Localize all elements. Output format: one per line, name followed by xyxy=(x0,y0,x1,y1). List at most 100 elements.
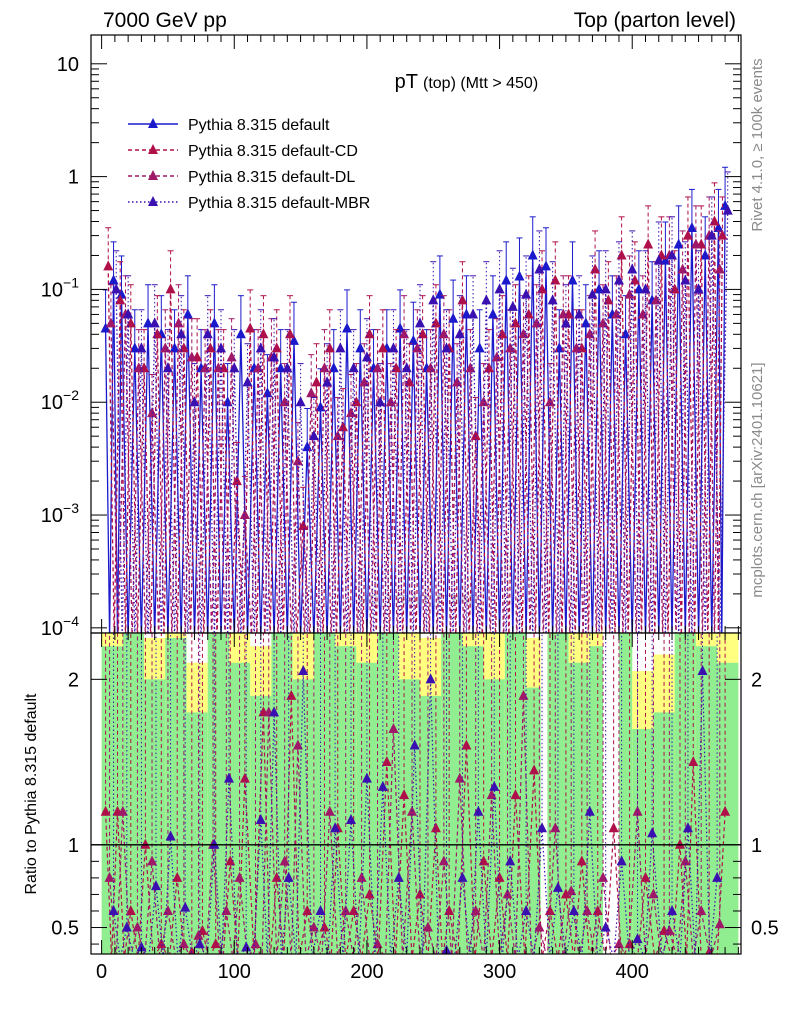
ratio-marker-cd xyxy=(688,756,699,767)
y-tick-label: 10−3 xyxy=(41,500,79,527)
main-x-axis xyxy=(101,35,739,633)
marker-cd xyxy=(311,376,322,387)
ratio-marker-cd xyxy=(705,946,713,954)
marker-mbr xyxy=(627,263,638,274)
marker-dl xyxy=(571,342,582,353)
marker-default xyxy=(129,342,140,353)
marker-cd xyxy=(603,294,614,305)
legend-label-cd: Pythia 8.315 default-CD xyxy=(188,143,358,160)
marker-mbr xyxy=(136,342,147,353)
marker-dl xyxy=(279,396,290,407)
ratio-marker-cd xyxy=(172,871,183,882)
header-left: 7000 GeV pp xyxy=(103,9,227,32)
marker-mbr xyxy=(401,362,412,373)
ratio-marker-cd xyxy=(544,904,555,915)
marker-mbr xyxy=(361,351,372,362)
marker-default xyxy=(673,238,684,249)
ratio-marker-mbr xyxy=(377,780,388,791)
ratio-marker-mbr xyxy=(521,904,532,915)
marker-cd xyxy=(430,317,441,328)
ratio-marker-cd xyxy=(381,756,392,767)
marker-dl xyxy=(332,430,343,441)
ratio-marker-dl xyxy=(550,822,561,833)
x-tick-label: 0 xyxy=(96,961,107,983)
ratio-marker-mbr xyxy=(682,822,693,833)
marker-mbr xyxy=(216,342,226,353)
ratio-marker-dl xyxy=(613,938,624,949)
ratio-marker-cd xyxy=(399,789,410,800)
ratio-marker-cd xyxy=(319,921,330,932)
ratio-y-axis: 0.5 0.5 1 1 2 2 xyxy=(51,669,779,945)
marker-mbr xyxy=(414,317,425,328)
ratio-marker-cd xyxy=(640,871,651,882)
main-series-group xyxy=(100,166,733,633)
ratio-marker-dl xyxy=(117,805,128,816)
ratio-marker-dl xyxy=(470,904,481,915)
ratio-marker-mbr xyxy=(108,904,119,915)
marker-mbr xyxy=(587,288,598,299)
marker-dl xyxy=(465,362,476,373)
ratio-y-tick-label: 2 xyxy=(68,669,79,691)
marker-default xyxy=(713,222,724,233)
ratio-marker-dl xyxy=(279,855,290,866)
ratio-marker-mbr xyxy=(223,772,234,783)
ratio-marker-cd xyxy=(414,888,425,899)
ratio-marker-mbr xyxy=(393,871,404,882)
marker-cd xyxy=(364,328,375,339)
ratio-marker-cd xyxy=(100,805,111,816)
band-green xyxy=(717,662,739,954)
marker-dl xyxy=(505,342,516,353)
ratio-marker-dl xyxy=(454,772,465,783)
ratio-y-tick-label-right: 0.5 xyxy=(751,918,779,940)
marker-default xyxy=(686,222,697,233)
ratio-marker-mbr xyxy=(361,772,372,783)
ratio-marker-cd xyxy=(720,805,731,816)
ratio-marker-mbr xyxy=(647,827,658,838)
marker-cd xyxy=(377,342,388,353)
legend-marker-cd xyxy=(148,144,158,154)
marker-cd xyxy=(717,229,728,240)
marker-dl xyxy=(425,362,436,373)
ratio-marker-cd xyxy=(210,938,221,949)
ratio-marker-mbr xyxy=(165,830,176,841)
plot-title-sub: (top) (Mtt > 450) xyxy=(423,75,538,92)
marker-default xyxy=(169,342,180,353)
x-tick-label: 200 xyxy=(350,961,383,983)
ratio-marker-mbr xyxy=(151,880,161,891)
ratio-plot-frame xyxy=(90,632,742,955)
marker-mbr xyxy=(176,328,187,339)
marker-mbr xyxy=(600,283,611,294)
marker-default xyxy=(541,260,551,271)
marker-mbr xyxy=(468,308,479,319)
marker-default xyxy=(408,334,419,345)
marker-default xyxy=(275,362,286,373)
marker-mbr xyxy=(428,294,439,305)
marker-cd xyxy=(417,328,428,339)
ratio-marker-dl xyxy=(308,921,319,932)
marker-dl xyxy=(714,263,725,274)
ratio-series-group xyxy=(100,633,731,954)
ratio-marker-dl xyxy=(714,918,725,929)
ratio-marker-mbr xyxy=(505,855,516,866)
ratio-y-tick-label: 0.5 xyxy=(51,918,79,940)
x-tick-label: 300 xyxy=(483,961,516,983)
ratio-marker-mbr xyxy=(473,805,484,816)
ratio-marker-dl xyxy=(518,689,529,700)
band-green xyxy=(122,633,145,954)
ratio-marker-dl xyxy=(193,929,204,940)
y-tick-label: 1 xyxy=(68,167,79,189)
marker-dl xyxy=(598,317,609,328)
marker-mbr xyxy=(613,274,624,285)
legend-marker-default xyxy=(148,118,158,128)
marker-mbr xyxy=(388,342,399,353)
marker-cd xyxy=(404,376,415,387)
ratio-marker-dl xyxy=(680,855,691,866)
ratio-marker-cd xyxy=(494,871,505,882)
marker-cd xyxy=(616,249,627,260)
ratio-marker-cd xyxy=(608,822,619,833)
marker-default xyxy=(474,342,485,353)
ratio-marker-dl xyxy=(696,904,707,915)
marker-default xyxy=(660,254,671,265)
ratio-marker-mbr xyxy=(712,871,723,882)
band-green xyxy=(674,633,696,954)
